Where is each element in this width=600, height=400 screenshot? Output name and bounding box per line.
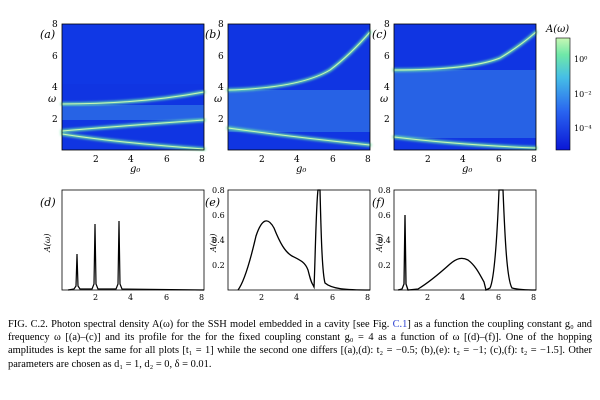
heatmap-a-curves (60, 90, 206, 151)
spectrum-line-d (67, 220, 205, 291)
caption-text-part2: ] as a function the coupling constant g₀… (8, 319, 592, 370)
svg-text:4: 4 (460, 155, 466, 165)
svg-text:4: 4 (294, 155, 300, 165)
svg-text:4: 4 (128, 155, 134, 165)
spectrum-line-e (237, 189, 371, 291)
svg-text:8: 8 (531, 293, 536, 300)
svg-text:0.2: 0.2 (378, 261, 391, 270)
svg-text:0.4: 0.4 (212, 236, 225, 245)
colorbar-tick: 10⁻² (574, 90, 592, 99)
panel-b-ticks: 8 6 4 2 2 4 6 8 (218, 20, 371, 165)
svg-text:6: 6 (384, 52, 390, 62)
colorbar: A(ω) 10⁰ 10⁻² 10⁻⁴ (545, 24, 592, 151)
panel-a-label: (a) (40, 28, 55, 41)
svg-text:8: 8 (365, 293, 370, 300)
panel-e-label: (e) (205, 196, 220, 209)
colorbar-tick: 10⁰ (574, 55, 587, 64)
heatmap-b-gap-band (228, 90, 370, 132)
panel-e-ylabel: A(ω) (209, 233, 218, 253)
panel-d-ticks: 2 4 6 8 (93, 293, 204, 300)
svg-text:8: 8 (365, 155, 371, 165)
panel-f: (f) A(ω) ω 0.8 0.6 0.4 0.2 2 4 6 8 (372, 186, 537, 300)
svg-text:6: 6 (218, 52, 224, 62)
panel-e-ticks: 0.8 0.6 0.4 0.2 2 4 6 8 (212, 186, 370, 300)
panel-a-ticks: 8 6 4 2 2 4 6 8 (52, 20, 205, 165)
svg-text:2: 2 (425, 293, 430, 300)
panel-c-ylabel: ω (380, 94, 388, 105)
panel-f-label: (f) (372, 196, 385, 209)
svg-text:4: 4 (294, 293, 299, 300)
heatmap-c-gap-band (394, 70, 536, 138)
panel-d-ylabel: A(ω) (43, 233, 52, 253)
svg-text:6: 6 (330, 293, 335, 300)
panel-e: (e) A(ω) ω 0.8 0.6 0.4 0.2 2 4 6 8 (205, 186, 371, 300)
panel-d: (d) A(ω) ω 2 4 6 8 (40, 189, 205, 300)
figure-caption: FIG. C.2. Photon spectral density A(ω) f… (8, 318, 592, 371)
svg-text:4: 4 (460, 293, 465, 300)
caption-figure-ref-link[interactable]: C.1 (392, 319, 408, 330)
svg-text:0.6: 0.6 (212, 211, 225, 220)
svg-text:2: 2 (425, 155, 431, 165)
panel-b-ylabel: ω (214, 94, 222, 105)
svg-text:8: 8 (384, 20, 390, 30)
spectrum-line-f (397, 189, 537, 291)
panel-f-ylabel: A(ω) (375, 233, 384, 253)
svg-text:2: 2 (93, 155, 99, 165)
svg-text:6: 6 (496, 293, 501, 300)
heatmap-c-curves (392, 30, 538, 150)
heatmap-b-curves (226, 30, 372, 147)
svg-text:2: 2 (218, 115, 224, 125)
panel-c: (c) ω g₀ 8 6 4 2 2 4 6 8 (372, 20, 538, 175)
panel-b-label: (b) (205, 28, 221, 41)
panel-e-xlabel: ω (296, 299, 304, 300)
caption-figure-label: FIG. C.2. (8, 319, 48, 330)
svg-text:8: 8 (52, 20, 58, 30)
svg-text:8: 8 (199, 293, 204, 300)
panel-b-xlabel: g₀ (296, 164, 306, 175)
panel-a: (a) ω g₀ 8 6 4 2 2 4 6 8 (40, 20, 206, 175)
panel-a-ylabel: ω (48, 94, 56, 105)
svg-text:4: 4 (128, 293, 133, 300)
svg-text:4: 4 (218, 83, 224, 93)
svg-text:0.4: 0.4 (378, 236, 391, 245)
caption-text-part1: Photon spectral density A(ω) for the SSH… (51, 319, 390, 330)
svg-text:8: 8 (531, 155, 537, 165)
svg-text:6: 6 (52, 52, 58, 62)
svg-text:6: 6 (496, 155, 502, 165)
svg-text:2: 2 (52, 115, 58, 125)
svg-text:6: 6 (164, 293, 169, 300)
svg-text:0.6: 0.6 (378, 211, 391, 220)
colorbar-tick: 10⁻⁴ (574, 124, 592, 133)
svg-text:6: 6 (330, 155, 336, 165)
svg-text:0.2: 0.2 (212, 261, 225, 270)
panel-c-xlabel: g₀ (462, 164, 472, 175)
panel-c-label: (c) (372, 28, 387, 41)
panel-f-ticks: 0.8 0.6 0.4 0.2 2 4 6 8 (378, 186, 536, 300)
panel-f-xlabel: ω (462, 299, 470, 300)
svg-text:4: 4 (384, 83, 390, 93)
figure-panels: (a) ω g₀ 8 6 4 2 2 4 6 8 (b) ω g₀ 8 6 4 2 2 4 6 8 (40, 20, 592, 300)
svg-text:2: 2 (259, 155, 265, 165)
svg-text:0.8: 0.8 (212, 186, 225, 195)
heatmap-a-gap-band (62, 105, 204, 120)
panel-c-ticks: 8 6 4 2 2 4 6 8 (384, 20, 537, 165)
svg-text:8: 8 (199, 155, 205, 165)
colorbar-label: A(ω) (545, 24, 569, 35)
panel-a-xlabel: g₀ (130, 164, 140, 175)
svg-text:4: 4 (52, 83, 58, 93)
panel-d-xlabel: ω (130, 299, 138, 300)
panel-b: (b) ω g₀ 8 6 4 2 2 4 6 8 (205, 20, 372, 175)
svg-text:2: 2 (259, 293, 264, 300)
svg-text:0.8: 0.8 (378, 186, 391, 195)
svg-text:6: 6 (164, 155, 170, 165)
svg-text:2: 2 (93, 293, 98, 300)
panel-d-label: (d) (40, 196, 56, 209)
svg-text:2: 2 (384, 115, 390, 125)
svg-text:8: 8 (218, 20, 224, 30)
